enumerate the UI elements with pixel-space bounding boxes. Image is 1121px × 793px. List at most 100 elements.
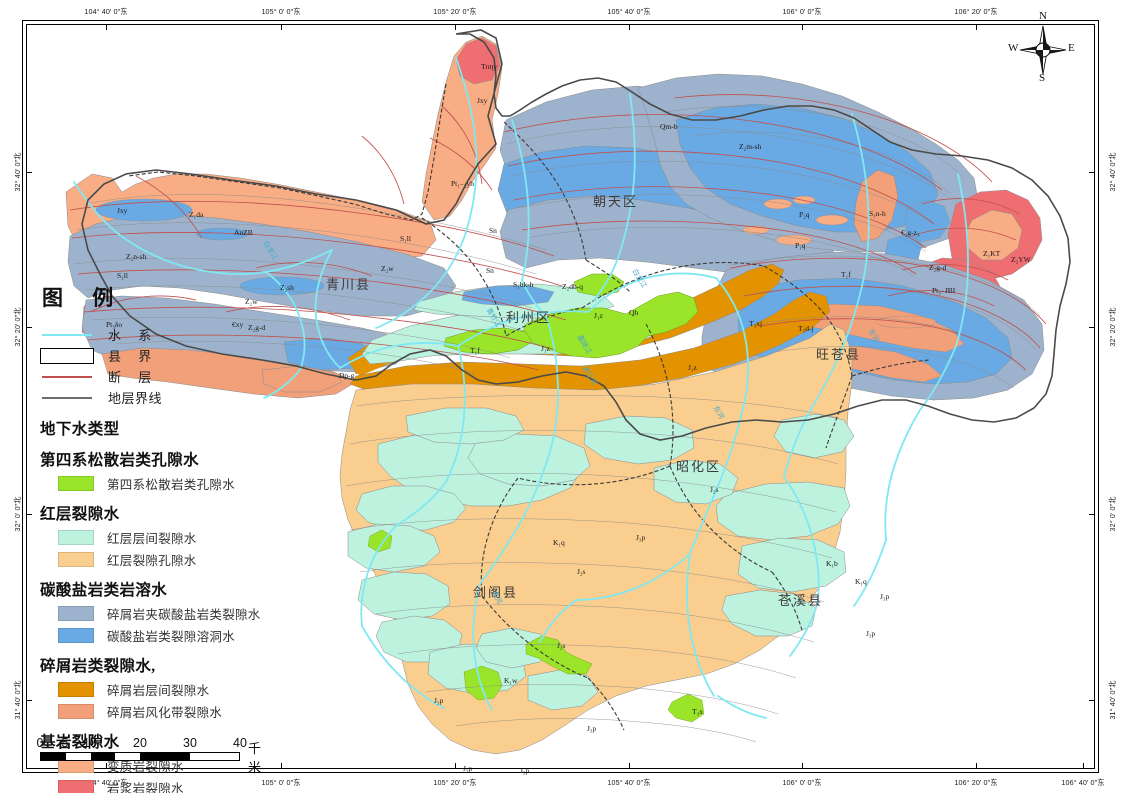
- legend-swatch-label: 红层层间裂隙水: [107, 531, 197, 546]
- polygon-quaternary-south2: [463, 665, 503, 701]
- scale-bar-segment: [65, 753, 91, 760]
- longitude-label-top: 105° 0' 0"东: [261, 7, 301, 16]
- polygon-redbed-interlayer-se1: [715, 481, 851, 541]
- graticule-tick: [455, 24, 456, 30]
- legend-line-item: 县 界: [40, 345, 290, 366]
- graticule-tick: [281, 763, 282, 769]
- legend-group-heading: 碳酸盐岩类岩溶水: [40, 582, 168, 599]
- legend-swatch-label: 第四系松散岩类孔隙水: [107, 477, 236, 492]
- polygon-quaternary-south1: [525, 635, 593, 675]
- legend-line-label: 地层界线: [108, 391, 163, 406]
- legend-line-label: 断 层: [108, 370, 159, 385]
- legend-line-item: 断 层: [40, 366, 290, 387]
- polygon-redbed-interlayer-s7: [467, 433, 591, 487]
- latitude-label-left: 32° 40' 0"北: [13, 152, 22, 192]
- map-canvas[interactable]: [26, 24, 1095, 769]
- legend-line-item: 地层界线: [40, 387, 290, 408]
- legend-type-heading: 地下水类型: [40, 421, 120, 438]
- county-boundary-key-icon: [40, 347, 94, 364]
- legend-line-items: 水 系县 界断 层地层界线: [40, 324, 290, 408]
- legend-swatch-label: 红层裂隙孔隙水: [107, 553, 197, 568]
- scale-bar-number: 5: [61, 736, 69, 750]
- legend-swatch-label: 碎屑岩夹碳酸盐岩类裂隙水: [107, 607, 261, 622]
- strata-boundary-lines: [73, 106, 1041, 743]
- longitude-label-bottom: 106° 40' 0"东: [1061, 778, 1105, 787]
- graticule-tick: [26, 514, 32, 515]
- polygon-karst-central-lens: [461, 285, 555, 307]
- latitude-label-right: 32° 0' 0"北: [1108, 496, 1117, 532]
- scale-bar-segment: [189, 753, 239, 760]
- longitude-label-top: 104° 40' 0"东: [84, 7, 128, 16]
- legend-color-swatch: [58, 681, 94, 697]
- line-key-icon: [40, 328, 94, 342]
- graticule-tick: [1083, 763, 1084, 769]
- map-polygons: [65, 29, 1071, 755]
- legend-panel: 图 例 水 系县 界断 层地层界线 地下水类型 第四系松散岩类孔隙水 第四系松散岩…: [40, 282, 290, 793]
- legend-swatch-item: 第四系松散岩类孔隙水: [40, 473, 290, 493]
- graticule-tick: [106, 24, 107, 30]
- scale-bar-segment: [140, 753, 190, 760]
- polygon-quaternary-south4: [367, 529, 393, 553]
- legend-line-label: 县 界: [108, 349, 159, 364]
- graticule-tick: [1089, 172, 1095, 173]
- legend-group-heading: 红层裂隙水: [40, 506, 120, 523]
- graticule-tick: [802, 763, 803, 769]
- legend-color-swatch: [58, 703, 94, 719]
- legend-color-swatch: [58, 779, 94, 793]
- scale-bar-number: 0: [36, 736, 44, 750]
- graticule-tick: [976, 763, 977, 769]
- latitude-label-left: 32° 0' 0"北: [13, 496, 22, 532]
- legend-color-swatch: [58, 605, 94, 621]
- longitude-label-bottom: 106° 20' 0"东: [954, 778, 998, 787]
- scale-bar-number: 10: [83, 736, 97, 750]
- graticule-tick: [1089, 514, 1095, 515]
- legend-color-swatch: [58, 627, 94, 643]
- graticule-tick: [629, 763, 630, 769]
- graticule-tick: [26, 700, 32, 701]
- scale-bar-segment: [41, 753, 66, 760]
- legend-color-swatch: [58, 475, 94, 491]
- polygon-karst-lens-1: [95, 198, 193, 222]
- compass-west-label: W: [1008, 42, 1019, 54]
- line-key-icon: [40, 391, 94, 405]
- legend-title: 图 例: [42, 286, 126, 310]
- polygon-redbed-interlayer-s8: [405, 407, 525, 445]
- legend-line-item: 水 系: [40, 324, 290, 345]
- graticule-tick: [106, 763, 107, 769]
- polygon-lens-ne-1: [763, 198, 793, 210]
- latitude-label-left: 32° 20' 0"北: [13, 307, 22, 347]
- legend-swatch-label: 碳酸盐岩类裂隙溶洞水: [107, 629, 236, 644]
- graticule-tick: [629, 24, 630, 30]
- scale-bar-graphic: [40, 752, 240, 761]
- longitude-label-top: 106° 20' 0"东: [954, 7, 998, 16]
- polygon-redbed-interlayer-se5: [583, 415, 695, 465]
- legend-swatch-label: 碎屑岩层间裂隙水: [107, 683, 210, 698]
- longitude-label-bottom: 105° 0' 0"东: [261, 778, 301, 787]
- scale-bar-number: 20: [133, 736, 147, 750]
- graticule-tick: [976, 24, 977, 30]
- polygon-lens-ne-3: [815, 214, 849, 226]
- latitude-label-right: 31° 40' 0"北: [1108, 680, 1117, 720]
- graticule-tick: [1089, 327, 1095, 328]
- scale-bar-unit: 千米: [248, 741, 262, 775]
- fault-lines: [69, 94, 1047, 371]
- polygon-weathered-ne: [853, 169, 899, 243]
- longitude-label-bottom: 104° 40' 0"东: [84, 778, 128, 787]
- compass-icon: [1019, 25, 1067, 75]
- longitude-label-top: 105° 20' 0"东: [433, 7, 477, 16]
- compass-south-label: S: [1039, 72, 1046, 84]
- legend-swatch-item: 碎屑岩层间裂隙水: [40, 679, 290, 699]
- scale-bar-numbers: 0 5 10 20 30 40: [36, 736, 250, 750]
- latitude-label-right: 32° 20' 0"北: [1108, 307, 1117, 347]
- line-key-stroke: [42, 333, 92, 336]
- graticule-tick: [455, 763, 456, 769]
- legend-swatch-item: 碎屑岩夹碳酸盐岩类裂隙水: [40, 603, 290, 623]
- longitude-label-top: 105° 40' 0"东: [607, 7, 651, 16]
- polygon-quaternary-south3: [667, 693, 705, 723]
- polygon-karst-east-pocket: [905, 199, 951, 243]
- legend-group-heading: 第四系松散岩类孔隙水: [40, 452, 200, 469]
- graticule-tick: [802, 24, 803, 30]
- river-lines: [73, 57, 969, 719]
- scale-bar-number: 40: [233, 736, 247, 750]
